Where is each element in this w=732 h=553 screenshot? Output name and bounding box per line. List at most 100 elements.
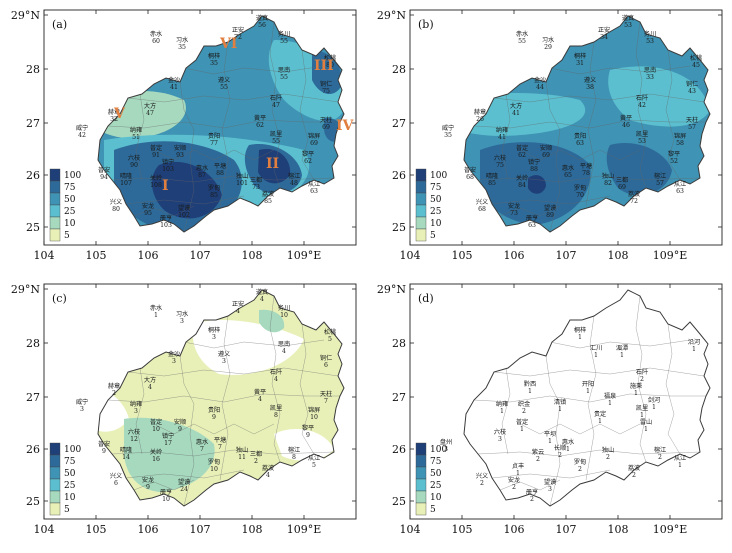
legend-label: 50 bbox=[64, 469, 76, 479]
legend-swatch bbox=[49, 204, 61, 218]
station-value: 80 bbox=[112, 206, 120, 213]
station-value: 4 bbox=[282, 348, 286, 355]
station-value: 3 bbox=[222, 358, 226, 365]
station-name: 六枝 bbox=[494, 154, 507, 162]
legend-swatch bbox=[49, 228, 61, 242]
color-legend: 100 75 50 25 10 5 bbox=[415, 168, 447, 242]
station-name: 桐梓 bbox=[208, 52, 220, 60]
legend-label: 10 bbox=[64, 493, 76, 503]
station-name: 黎平 bbox=[668, 150, 680, 158]
station-value: 102 bbox=[178, 212, 190, 219]
lat-label: 26 bbox=[392, 169, 406, 182]
station-value: 32 bbox=[110, 116, 118, 123]
station-name: 汇川 bbox=[590, 344, 602, 352]
station-name: 赤水 bbox=[150, 30, 163, 38]
station-value: 48 bbox=[290, 180, 298, 187]
station-value: 9 bbox=[212, 414, 216, 421]
station-name: 平塘 bbox=[580, 162, 592, 170]
station-name: 平塘 bbox=[214, 436, 226, 444]
station-name: 晴隆 bbox=[486, 172, 499, 180]
station-value: 5 bbox=[312, 462, 316, 469]
station-value: 88 bbox=[530, 166, 538, 173]
station-name: 黎平 bbox=[302, 424, 314, 432]
station-value: 63 bbox=[576, 140, 584, 147]
station-name: 兴义 bbox=[476, 472, 488, 480]
station-value: 42 bbox=[78, 132, 86, 139]
station-name: 安顺 bbox=[540, 144, 552, 152]
station-value: 55 bbox=[272, 138, 280, 145]
county-boundary bbox=[491, 469, 611, 479]
station-value: 95 bbox=[144, 210, 152, 217]
county-boundary bbox=[635, 295, 647, 463]
county-boundary bbox=[519, 149, 641, 161]
county-boundary bbox=[635, 21, 647, 189]
station-name: 惠水 bbox=[196, 164, 209, 172]
legend-swatch bbox=[415, 180, 427, 194]
legend-swatch bbox=[415, 168, 427, 182]
station-value: 1 bbox=[520, 426, 524, 433]
station-value: 75 bbox=[496, 162, 504, 169]
station-value: 47 bbox=[272, 102, 280, 109]
station-name: 桐梓 bbox=[574, 52, 586, 60]
station-name: 从江 bbox=[308, 455, 320, 462]
station-value: 17 bbox=[164, 440, 172, 447]
station-value: 101 bbox=[236, 180, 248, 187]
station-value: 41 bbox=[498, 134, 506, 141]
station-name: 贵阳 bbox=[208, 132, 220, 140]
county-boundary bbox=[107, 119, 340, 129]
station-value: 1 bbox=[548, 438, 552, 445]
station-value: 78 bbox=[582, 170, 590, 177]
legend-label: 100 bbox=[430, 171, 447, 181]
station-name: 关岭 bbox=[150, 174, 162, 182]
station-value: 47 bbox=[146, 110, 154, 117]
station-name: 贵定 bbox=[594, 410, 606, 418]
county-boundary bbox=[127, 367, 339, 377]
station-value: 55 bbox=[220, 84, 228, 91]
station-name: 赤水 bbox=[150, 304, 163, 312]
station-name: 从江 bbox=[308, 181, 320, 188]
station-value: 103 bbox=[162, 166, 174, 173]
lat-label: 25 bbox=[392, 221, 406, 234]
lat-label: 29°N bbox=[11, 283, 40, 296]
county-boundary bbox=[133, 479, 195, 491]
station-name: 黔西 bbox=[524, 380, 536, 388]
station-name: 望谟 bbox=[178, 204, 190, 212]
station-value: 1 bbox=[154, 312, 158, 319]
zone-label: IV bbox=[336, 118, 355, 134]
station-value: 24 bbox=[180, 486, 188, 493]
lat-label: 26 bbox=[392, 443, 406, 456]
station-name: 独山 bbox=[602, 446, 614, 454]
station-name: 纳雍 bbox=[130, 400, 142, 408]
station-value: 62 bbox=[518, 152, 526, 159]
station-name: 独山 bbox=[236, 172, 248, 180]
station-name: 贞丰 bbox=[512, 462, 524, 470]
legend-swatch bbox=[415, 478, 427, 492]
station-name: 习水 bbox=[542, 36, 555, 44]
legend-swatch bbox=[415, 192, 427, 206]
station-name: 思南 bbox=[278, 340, 290, 348]
station-value: 2 bbox=[512, 484, 516, 491]
station-name: 三都 bbox=[250, 450, 262, 458]
color-legend: 100 75 50 25 10 5 bbox=[49, 442, 81, 516]
station-name: 册亨 bbox=[526, 488, 538, 496]
station-value: 72 bbox=[630, 198, 638, 205]
station-value: 2 bbox=[632, 472, 636, 479]
shading-region bbox=[152, 161, 222, 219]
station-name: 平塘 bbox=[214, 162, 226, 170]
station-value: 85 bbox=[488, 180, 496, 187]
station-name: 赫章 bbox=[108, 382, 120, 390]
lon-label: 105 bbox=[86, 249, 107, 262]
station-value: 89 bbox=[546, 212, 554, 219]
station-value: 58 bbox=[676, 140, 684, 147]
station-name: 惠水 bbox=[562, 438, 575, 446]
station-name: 望谟 bbox=[544, 478, 556, 486]
station-name: 三都 bbox=[616, 176, 628, 184]
station-value: 62 bbox=[256, 122, 264, 129]
station-name: 遵义 bbox=[218, 350, 230, 358]
station-name: 镇宁 bbox=[528, 158, 540, 166]
county-boundary bbox=[501, 367, 511, 455]
station-value: 2 bbox=[530, 496, 534, 503]
station-value: 1 bbox=[640, 412, 644, 419]
legend-swatch bbox=[415, 490, 427, 504]
